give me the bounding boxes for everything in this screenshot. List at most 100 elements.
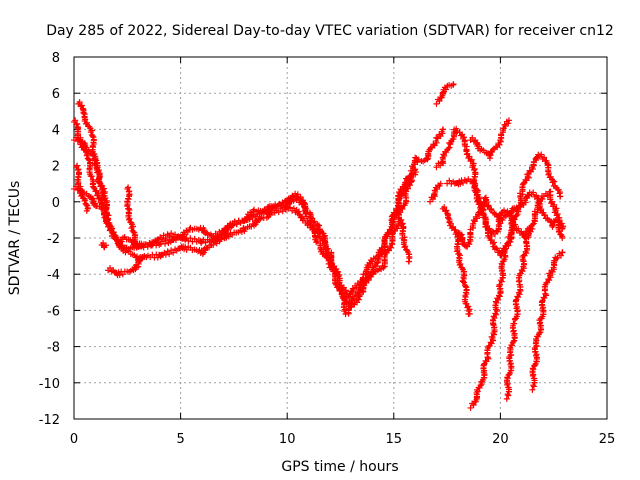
track-20-marker	[549, 268, 556, 275]
track-5-marker	[74, 162, 81, 169]
track-2-marker	[78, 102, 85, 109]
track-13-marker	[557, 193, 564, 200]
track-1-marker	[313, 239, 320, 246]
track-3-marker	[330, 264, 337, 271]
track-8-marker	[132, 240, 139, 247]
x-tick-label: 15	[386, 432, 403, 447]
x-tick-label: 5	[176, 432, 184, 447]
track-18-marker	[510, 216, 517, 223]
track-15-marker	[460, 179, 467, 186]
track-1-marker	[72, 117, 79, 124]
track-4-marker	[102, 206, 109, 213]
track-3-marker	[102, 195, 109, 202]
track-1-marker	[187, 235, 194, 242]
y-tick-label: -4	[47, 268, 60, 283]
track-2-marker	[369, 258, 376, 265]
track-14-marker	[554, 211, 561, 218]
track-2-marker	[384, 229, 391, 236]
track-17-marker	[469, 134, 476, 141]
track-13-marker	[445, 145, 452, 152]
track-3-marker	[365, 274, 372, 281]
track-3-marker	[229, 222, 236, 229]
track-2-marker	[82, 116, 89, 123]
track-14-marker	[443, 207, 450, 214]
y-tick-label: -2	[47, 232, 60, 247]
track-7-marker	[106, 265, 113, 272]
track-1-marker	[287, 204, 294, 211]
track-3-marker	[294, 191, 301, 198]
track-13-marker	[549, 179, 556, 186]
track-1-marker	[88, 173, 95, 180]
track-10-marker	[412, 154, 419, 161]
track-10-marker	[407, 167, 414, 174]
track-14-marker	[483, 199, 490, 206]
x-tick-label: 25	[599, 432, 616, 447]
track-1-marker	[373, 263, 380, 270]
track-15-marker	[533, 192, 540, 199]
track-5-marker	[83, 207, 90, 214]
track-2-marker	[182, 243, 189, 250]
track-19-marker	[510, 338, 517, 345]
track-3-marker	[333, 265, 340, 272]
x-axis-label: GPS time / hours	[281, 459, 398, 475]
track-14-marker	[515, 225, 522, 232]
track-2-marker	[89, 133, 96, 140]
track-3-marker	[225, 224, 232, 231]
track-3-marker	[369, 271, 376, 278]
track-1-marker	[312, 234, 319, 241]
track-13-marker	[466, 153, 473, 160]
track-15-marker	[476, 194, 483, 201]
track-18-marker	[498, 278, 505, 285]
track-8-marker	[128, 225, 135, 232]
track-15-marker	[558, 220, 565, 227]
track-2-marker	[162, 251, 169, 258]
track-18-marker	[493, 311, 500, 318]
track-20-marker	[559, 249, 566, 256]
track-13-marker	[522, 176, 529, 183]
track-14-marker	[551, 201, 558, 208]
track-2-marker	[83, 119, 90, 126]
track-12-marker	[443, 86, 450, 93]
track-3-marker	[109, 225, 116, 232]
track-13-marker	[538, 151, 545, 158]
track-3-marker	[113, 234, 120, 241]
data-markers	[71, 81, 567, 411]
track-16-marker	[457, 261, 464, 268]
track-3-marker	[233, 221, 240, 228]
track-15-marker	[499, 217, 506, 224]
track-19-marker	[507, 346, 514, 353]
track-14-marker	[447, 220, 454, 227]
track-14-marker	[548, 200, 555, 207]
track-15-marker	[457, 180, 464, 187]
track-19-marker	[511, 320, 518, 327]
track-3-marker	[92, 156, 99, 163]
track-13-marker	[490, 239, 497, 246]
track-19-marker	[529, 225, 536, 232]
track-17-marker	[505, 117, 512, 124]
track-1-marker	[95, 195, 102, 202]
track-14-marker	[466, 241, 473, 248]
track-8-marker	[126, 215, 133, 222]
track-7-marker	[116, 272, 123, 279]
track-20-marker	[533, 337, 540, 344]
track-1-marker	[172, 236, 179, 243]
track-3-marker	[384, 246, 391, 253]
track-13-marker	[433, 164, 440, 171]
track-2-marker	[412, 171, 419, 178]
track-3-marker	[351, 295, 358, 302]
track-3-marker	[347, 300, 354, 307]
track-12-marker	[450, 81, 457, 88]
track-5-marker	[75, 179, 82, 186]
track-3-marker	[407, 175, 414, 182]
track-10-marker	[433, 139, 440, 146]
track-14-marker	[450, 223, 457, 230]
track-14-marker	[548, 198, 555, 205]
track-15-marker	[559, 225, 566, 232]
track-3-marker	[85, 147, 92, 154]
track-1-marker	[90, 184, 97, 191]
track-3-marker	[168, 230, 175, 237]
y-axis-label: SDTVAR / TECUs	[7, 181, 23, 296]
track-11-marker	[433, 186, 440, 193]
track-3-marker	[397, 209, 404, 216]
track-3-marker	[314, 222, 321, 229]
